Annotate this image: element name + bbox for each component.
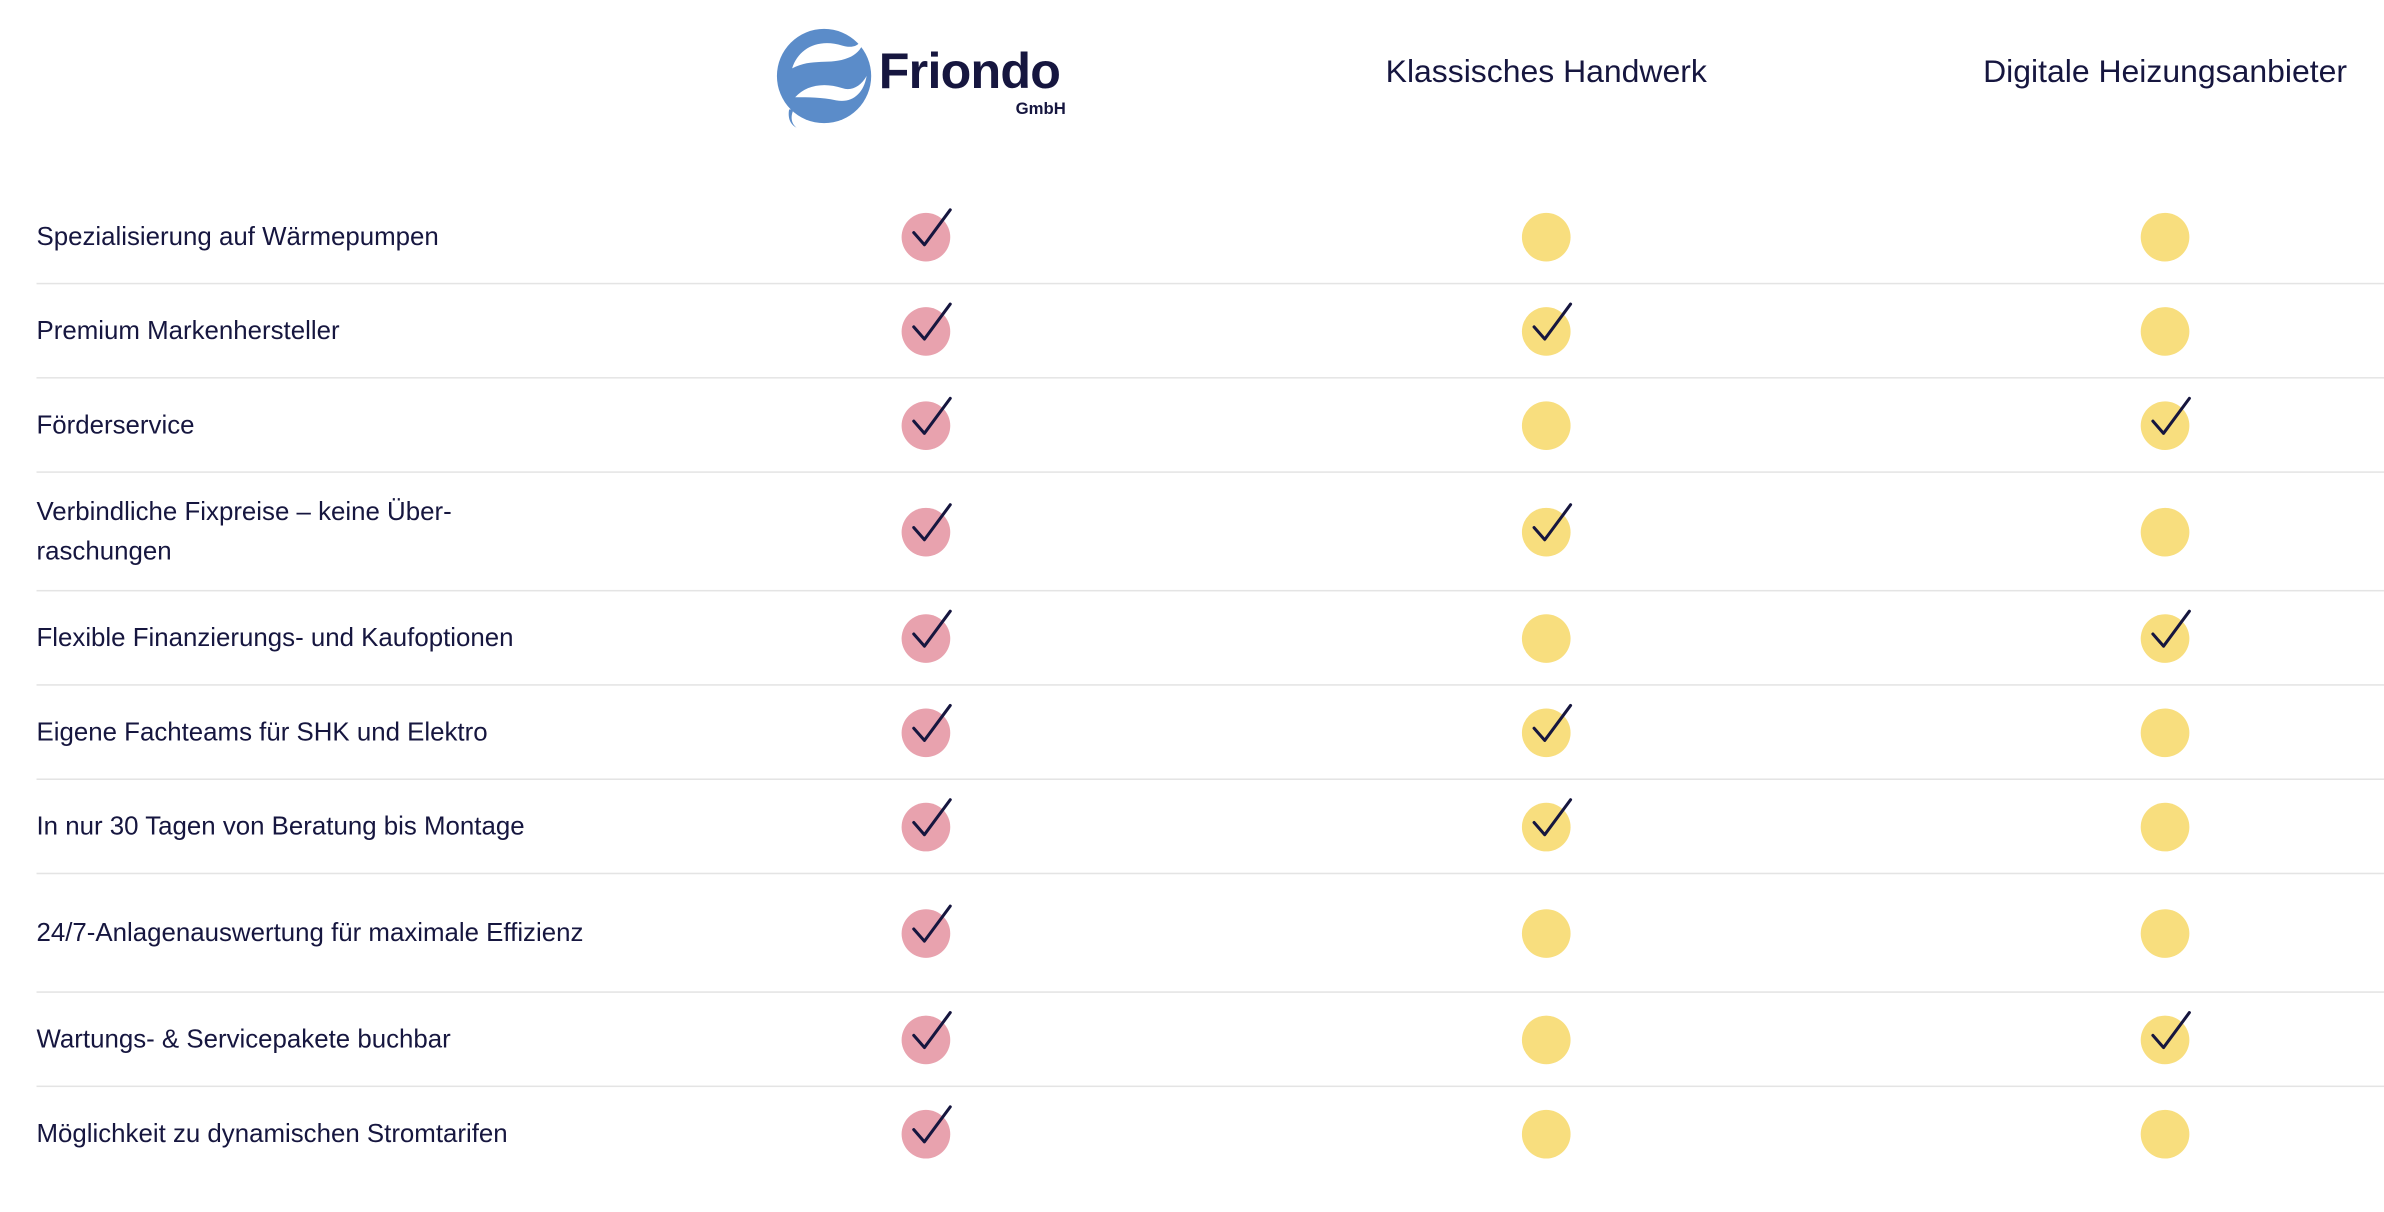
table-row: Flexible Finanzierungs- und Kaufoptionen <box>36 591 2384 686</box>
checkmark-glyph <box>1532 502 1573 541</box>
check-icon <box>2140 608 2191 663</box>
check-icon <box>1521 502 1573 556</box>
checkmark-glyph <box>912 1104 952 1143</box>
checkmark-glyph <box>912 207 952 246</box>
checkmark-glyph <box>1532 703 1573 742</box>
check-icon <box>901 301 952 356</box>
circle-icon <box>2140 507 2190 556</box>
check-icon <box>901 502 952 556</box>
table-row: 24/7-Anlagenauswertung für maximale Effi… <box>36 874 2384 993</box>
feature-label: In nur 30 Tagen von Beratung bis Montage <box>36 811 525 841</box>
table-row: Eigene Fachteams für SHK und Elektro <box>36 686 2384 780</box>
circle-icon <box>2140 212 2190 261</box>
feature-label: 24/7-Anlagenauswertung für maximale Effi… <box>36 917 584 947</box>
table-row: Verbindliche Fixpreise – keine Über-rasc… <box>36 473 2384 592</box>
check-icon <box>901 396 952 450</box>
comparison-rows: Spezialisierung auf Wärmepumpen Premium M… <box>36 190 2384 1180</box>
column-header-digitale-heizungsanbieter: Digitale Heizungsanbieter <box>1983 54 2347 90</box>
checkmark-glyph <box>912 903 952 942</box>
checkmark-glyph <box>2151 1010 2191 1049</box>
check-icon <box>901 903 952 958</box>
feature-label: Möglichkeit zu dynamischen Stromtarifen <box>36 1118 508 1148</box>
check-icon <box>1521 797 1573 851</box>
table-row: Möglichkeit zu dynamischen Stromtarifen <box>36 1087 2383 1180</box>
feature-label: Flexible Finanzierungs- und Kaufoptionen <box>36 622 514 652</box>
check-icon <box>901 1010 952 1064</box>
check-icon <box>901 1104 952 1158</box>
feature-label: Förderservice <box>36 409 195 439</box>
checkmark-glyph <box>2151 608 2191 647</box>
circle-icon <box>2140 802 2190 851</box>
check-icon <box>2140 396 2191 450</box>
feature-label: Premium Markenhersteller <box>36 315 340 345</box>
checkmark-glyph <box>912 797 952 836</box>
column-header-klassisches-handwerk: Klassisches Handwerk <box>1385 54 1707 90</box>
circle-icon <box>1521 400 1571 450</box>
brand-suffix: GmbH <box>1015 100 1066 119</box>
feature-label: Wartungs- & Servicepakete buchbar <box>36 1023 451 1053</box>
circle-icon <box>1521 1109 1571 1158</box>
check-icon <box>901 207 952 261</box>
check-icon <box>901 797 952 851</box>
check-icon <box>1521 703 1573 757</box>
feature-label: Verbindliche Fixpreise – keine Über-rasc… <box>36 496 452 565</box>
table-row: Förderservice <box>36 379 2384 473</box>
circle-icon <box>1521 212 1571 261</box>
checkmark-glyph <box>912 608 952 647</box>
checkmark-glyph <box>1532 797 1573 836</box>
table-row: Wartungs- & Servicepakete buchbar <box>36 993 2384 1088</box>
circle-icon <box>1521 613 1571 663</box>
brand-name: Friondo <box>878 42 1061 99</box>
checkmark-glyph <box>1532 301 1573 340</box>
circle-icon <box>1521 1014 1571 1064</box>
checkmark-glyph <box>912 703 952 742</box>
circle-icon <box>1521 908 1571 958</box>
circle-icon <box>2140 1109 2190 1158</box>
check-icon <box>2140 1010 2191 1064</box>
checkmark-glyph <box>912 396 952 435</box>
feature-label: Eigene Fachteams für SHK und Elektro <box>36 716 488 746</box>
table-row: Premium Markenhersteller <box>36 284 2384 379</box>
logo-mark-icon <box>776 24 872 128</box>
checkmark-glyph <box>912 301 952 340</box>
circle-icon <box>2140 306 2190 356</box>
checkmark-glyph <box>912 502 952 541</box>
circle-icon <box>2140 707 2190 757</box>
check-icon <box>901 608 952 663</box>
table-row: Spezialisierung auf Wärmepumpen <box>36 190 2384 285</box>
friondo-logo: Friondo GmbH <box>772 21 1091 130</box>
circle-icon <box>2140 908 2190 958</box>
table-header: Friondo GmbH Klassisches Handwerk Digita… <box>0 0 2384 182</box>
checkmark-glyph <box>2151 396 2191 435</box>
check-icon <box>901 703 952 757</box>
checkmark-glyph <box>912 1010 952 1049</box>
check-icon <box>1521 301 1573 356</box>
table-row: In nur 30 Tagen von Beratung bis Montage <box>36 780 2384 875</box>
feature-label: Spezialisierung auf Wärmepumpen <box>36 221 439 251</box>
